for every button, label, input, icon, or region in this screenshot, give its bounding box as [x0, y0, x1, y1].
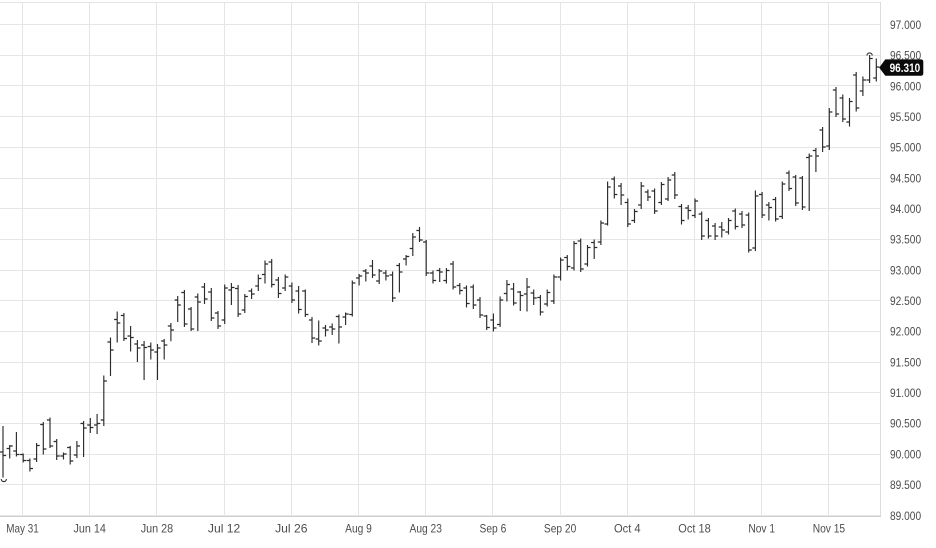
svg-text:Aug 9: Aug 9 — [345, 522, 372, 536]
svg-text:Oct 4: Oct 4 — [614, 522, 641, 536]
svg-text:93.000: 93.000 — [890, 263, 921, 277]
svg-text:95.000: 95.000 — [890, 141, 921, 155]
svg-text:89.000: 89.000 — [890, 509, 921, 523]
svg-text:Aug 23: Aug 23 — [410, 522, 443, 536]
svg-text:96.310: 96.310 — [890, 61, 921, 75]
svg-text:Jul 12: Jul 12 — [208, 522, 241, 536]
svg-text:89.500: 89.500 — [890, 478, 921, 492]
svg-text:92.500: 92.500 — [890, 294, 921, 308]
svg-text:90.000: 90.000 — [890, 447, 921, 461]
svg-text:Oct 18: Oct 18 — [678, 522, 711, 536]
svg-text:Jun 14: Jun 14 — [74, 522, 107, 536]
svg-text:96.000: 96.000 — [890, 79, 921, 93]
svg-text:Sep 6: Sep 6 — [480, 522, 507, 536]
svg-text:91.000: 91.000 — [890, 386, 921, 400]
svg-text:95.500: 95.500 — [890, 110, 921, 124]
svg-text:Jun 28: Jun 28 — [141, 522, 174, 536]
svg-text:Jul 26: Jul 26 — [275, 522, 308, 536]
svg-text:96.500: 96.500 — [890, 49, 921, 63]
svg-text:Nov 1: Nov 1 — [748, 522, 775, 536]
svg-text:May 31: May 31 — [6, 522, 39, 536]
svg-text:97.000: 97.000 — [890, 18, 921, 32]
svg-text:94.500: 94.500 — [890, 171, 921, 185]
svg-text:91.500: 91.500 — [890, 355, 921, 369]
svg-text:Sep 20: Sep 20 — [544, 522, 577, 536]
svg-text:94.000: 94.000 — [890, 202, 921, 216]
svg-text:92.000: 92.000 — [890, 325, 921, 339]
svg-text:90.500: 90.500 — [890, 417, 921, 431]
svg-text:Nov 15: Nov 15 — [813, 522, 846, 536]
svg-text:93.500: 93.500 — [890, 233, 921, 247]
